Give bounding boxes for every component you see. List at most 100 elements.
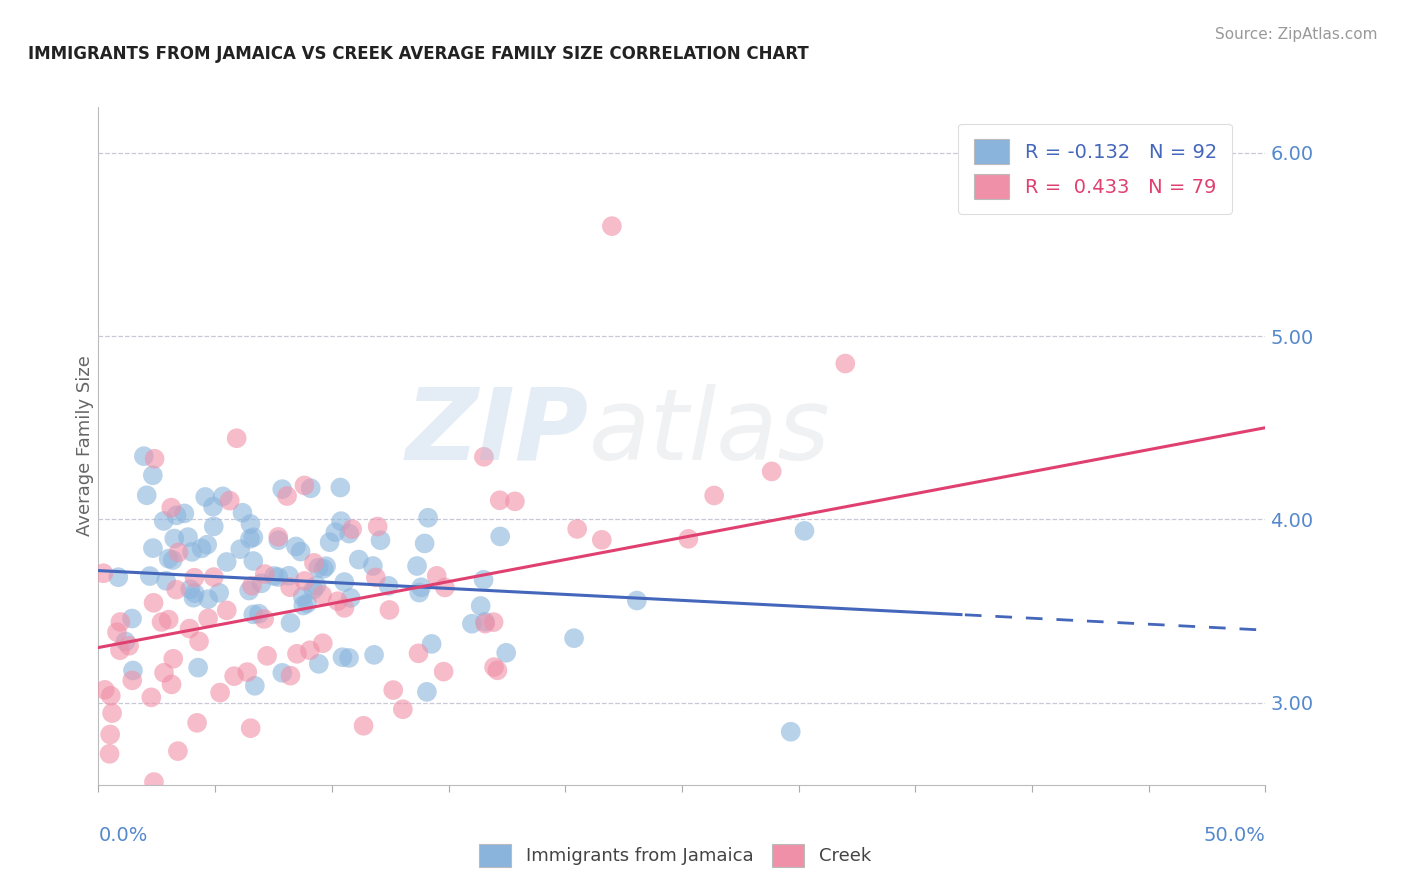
Point bbox=[142, 541, 165, 555]
Point bbox=[834, 357, 856, 371]
Point bbox=[337, 651, 360, 665]
Point bbox=[122, 664, 145, 678]
Point bbox=[211, 489, 233, 503]
Text: IMMIGRANTS FROM JAMAICA VS CREEK AVERAGE FAMILY SIZE CORRELATION CHART: IMMIGRANTS FROM JAMAICA VS CREEK AVERAGE… bbox=[28, 45, 808, 62]
Point bbox=[100, 689, 122, 703]
Point bbox=[253, 612, 276, 626]
Point bbox=[157, 613, 180, 627]
Point bbox=[503, 494, 526, 508]
Point bbox=[333, 600, 356, 615]
Point bbox=[94, 682, 117, 697]
Point bbox=[202, 570, 225, 584]
Point bbox=[472, 450, 495, 464]
Point bbox=[461, 616, 484, 631]
Point bbox=[267, 570, 290, 584]
Point bbox=[150, 615, 173, 629]
Point bbox=[236, 665, 259, 679]
Point bbox=[364, 570, 387, 584]
Point bbox=[202, 500, 225, 514]
Point bbox=[305, 578, 328, 592]
Text: ZIP: ZIP bbox=[405, 384, 589, 481]
Point bbox=[152, 514, 174, 528]
Point bbox=[353, 719, 375, 733]
Point bbox=[277, 568, 299, 582]
Point bbox=[474, 615, 496, 629]
Point bbox=[284, 540, 307, 554]
Point bbox=[167, 744, 190, 758]
Point bbox=[107, 570, 129, 584]
Point bbox=[433, 581, 456, 595]
Point bbox=[347, 552, 370, 566]
Point bbox=[298, 643, 321, 657]
Point bbox=[183, 586, 205, 600]
Point bbox=[190, 541, 212, 556]
Point bbox=[242, 554, 264, 568]
Point bbox=[486, 663, 509, 677]
Point bbox=[135, 488, 157, 502]
Point bbox=[470, 599, 492, 613]
Point bbox=[183, 591, 205, 605]
Point bbox=[167, 545, 190, 559]
Point bbox=[218, 493, 240, 508]
Point bbox=[482, 660, 505, 674]
Point bbox=[166, 508, 188, 523]
Point bbox=[179, 582, 201, 597]
Point bbox=[215, 555, 238, 569]
Point bbox=[363, 648, 385, 662]
Y-axis label: Average Family Size: Average Family Size bbox=[76, 356, 94, 536]
Point bbox=[411, 580, 433, 594]
Point bbox=[779, 724, 801, 739]
Point bbox=[263, 569, 285, 583]
Point bbox=[280, 615, 302, 630]
Point bbox=[482, 615, 505, 629]
Point bbox=[105, 625, 128, 640]
Legend: R = -0.132   N = 92, R =  0.433   N = 79: R = -0.132 N = 92, R = 0.433 N = 79 bbox=[959, 123, 1232, 214]
Point bbox=[361, 559, 384, 574]
Point bbox=[433, 665, 456, 679]
Point bbox=[165, 582, 187, 597]
Point bbox=[240, 579, 263, 593]
Point bbox=[157, 551, 180, 566]
Point bbox=[600, 219, 623, 234]
Point bbox=[378, 603, 401, 617]
Point bbox=[406, 559, 429, 574]
Point bbox=[98, 727, 121, 741]
Point bbox=[98, 747, 121, 761]
Point bbox=[294, 574, 316, 588]
Text: 50.0%: 50.0% bbox=[1204, 826, 1265, 845]
Point bbox=[143, 775, 166, 789]
Point bbox=[179, 622, 201, 636]
Point bbox=[101, 706, 124, 720]
Point bbox=[242, 530, 264, 544]
Point bbox=[312, 562, 335, 576]
Point bbox=[416, 685, 439, 699]
Point bbox=[162, 652, 184, 666]
Point bbox=[761, 464, 783, 478]
Point bbox=[315, 559, 337, 574]
Point bbox=[208, 586, 231, 600]
Legend: Immigrants from Jamaica, Creek: Immigrants from Jamaica, Creek bbox=[472, 837, 877, 874]
Point bbox=[307, 560, 329, 574]
Point bbox=[420, 637, 443, 651]
Point bbox=[195, 538, 218, 552]
Point bbox=[330, 514, 353, 528]
Point bbox=[299, 481, 322, 495]
Point bbox=[225, 431, 247, 445]
Point bbox=[426, 569, 449, 583]
Point bbox=[278, 580, 301, 594]
Point bbox=[181, 545, 204, 559]
Point bbox=[256, 648, 278, 663]
Point bbox=[332, 650, 354, 665]
Point bbox=[153, 665, 176, 680]
Point bbox=[139, 569, 162, 583]
Point bbox=[308, 657, 330, 671]
Point bbox=[302, 556, 325, 570]
Point bbox=[143, 451, 166, 466]
Point bbox=[162, 553, 184, 567]
Point bbox=[141, 690, 163, 705]
Point bbox=[155, 574, 177, 588]
Point bbox=[118, 639, 141, 653]
Point bbox=[224, 669, 246, 683]
Point bbox=[302, 582, 325, 597]
Point bbox=[408, 646, 430, 660]
